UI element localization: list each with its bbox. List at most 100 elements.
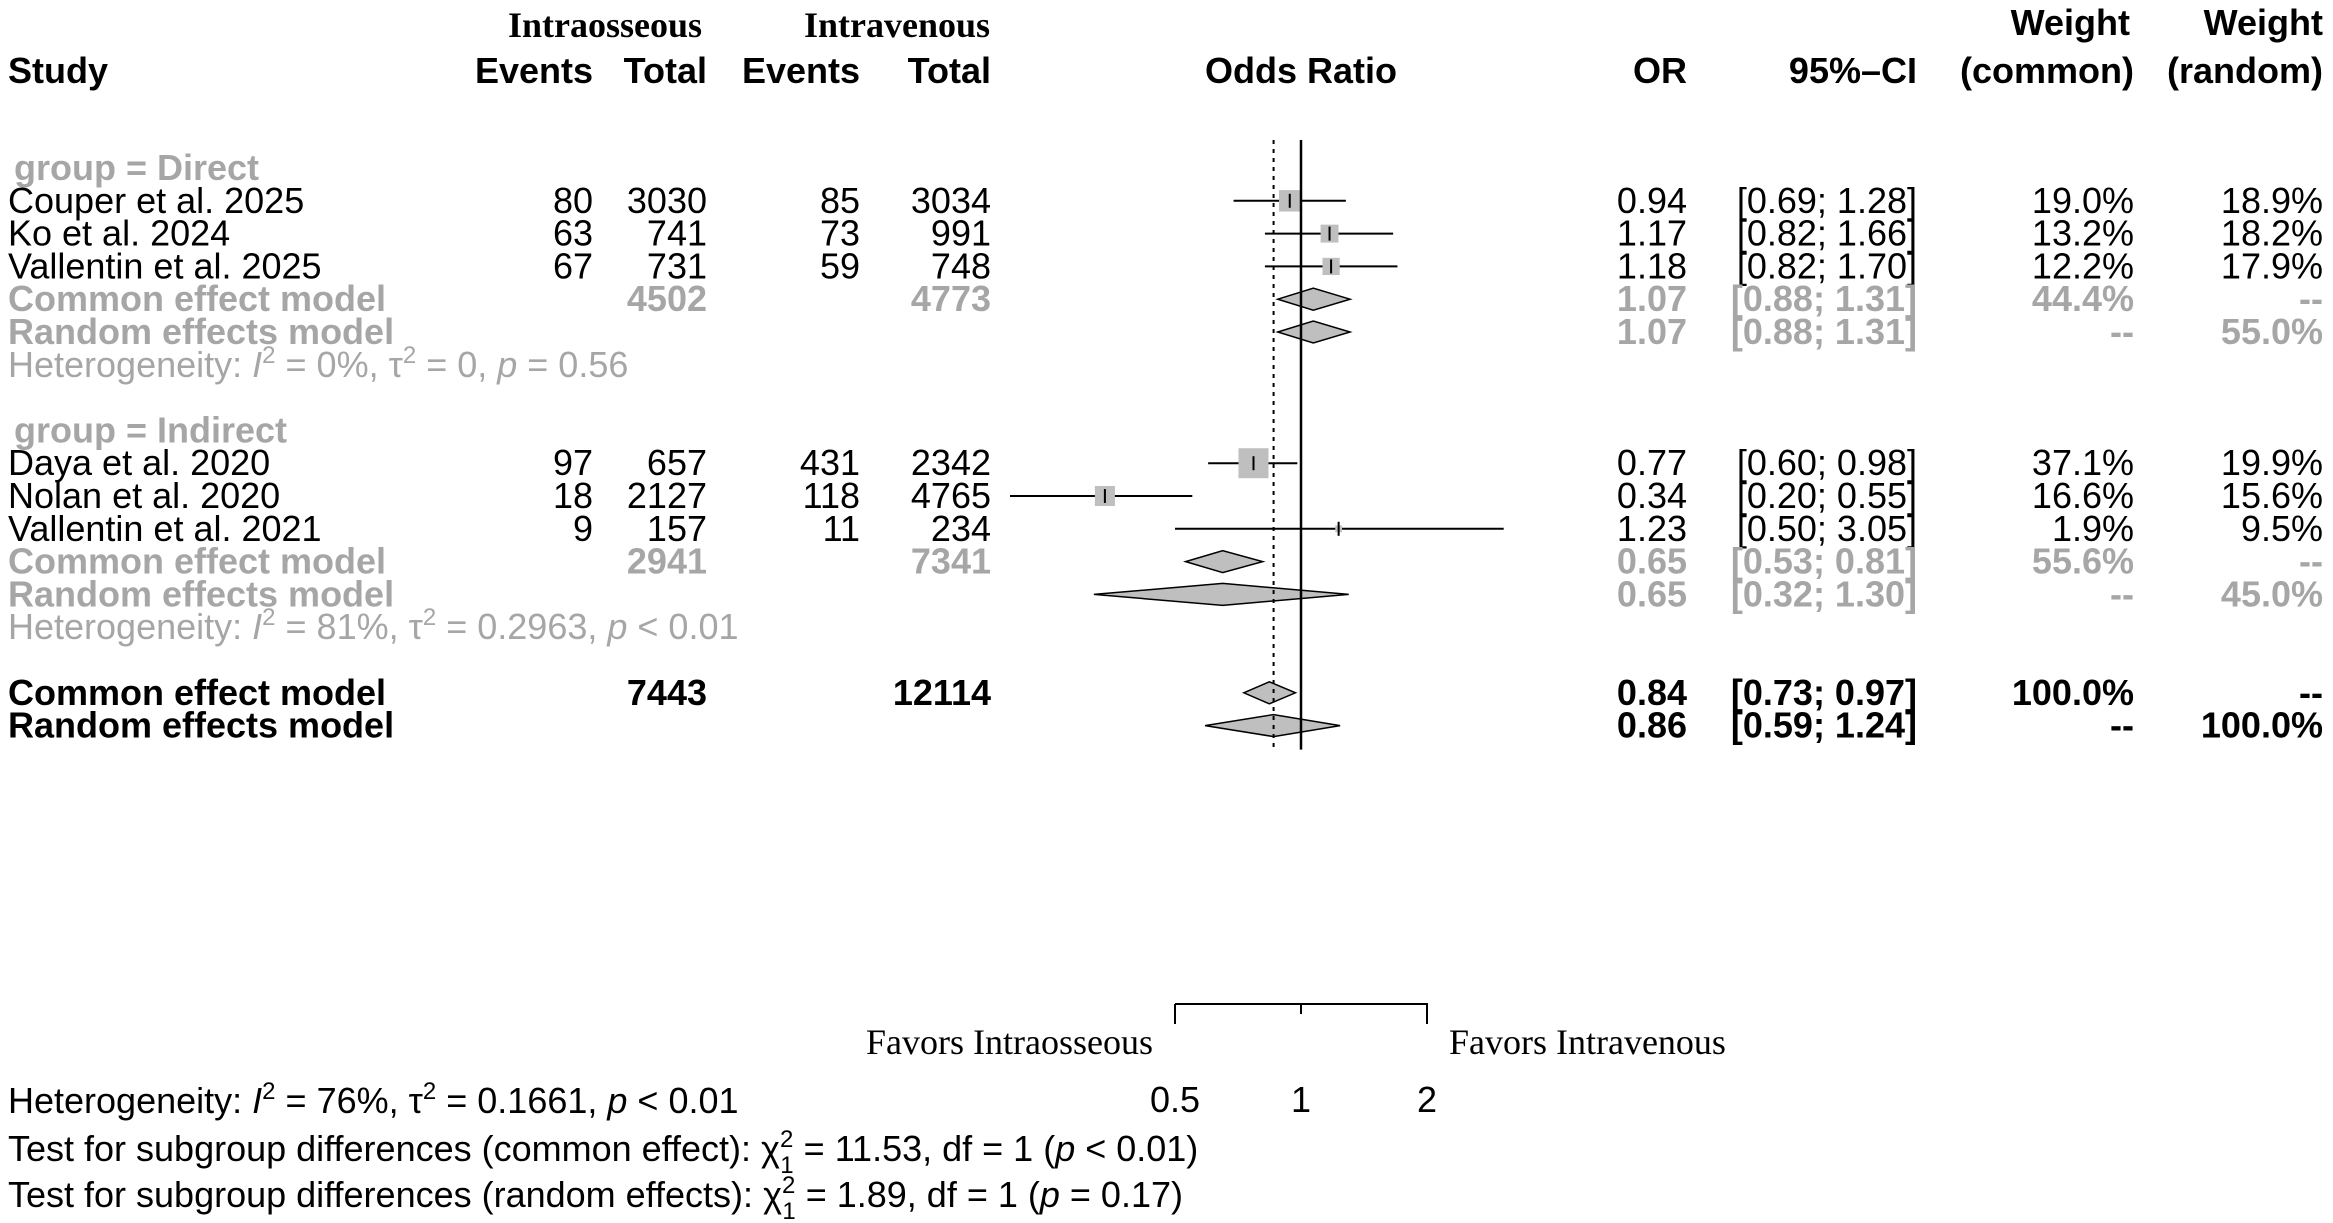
header-95-ci: 95%–CI xyxy=(1789,50,1917,91)
group-1-study-1-total-io: 3030 xyxy=(627,180,707,221)
header-odds-ratio: Odds Ratio xyxy=(1205,50,1397,91)
group-2-random-label: Random effects model xyxy=(8,573,394,614)
overall-common-diamond xyxy=(1241,680,1298,705)
favors-right-label: Favors Intravenous xyxy=(1449,1022,1726,1062)
overall-heterogeneity-tau2: = 0.1661, xyxy=(446,1080,607,1121)
group-1-heterogeneity: Heterogeneity: I2 = 0%, τ2 = 0, p = 0.56 xyxy=(8,342,628,385)
test-common-p: < 0.01) xyxy=(1085,1128,1198,1169)
overall-random-weight-common: -- xyxy=(2110,705,2134,746)
group-2-study-2-name: Nolan et al. 2020 xyxy=(8,475,280,516)
footer: Heterogeneity: I2 = 76%, τ2 = 0.1661, p … xyxy=(8,1078,1198,1223)
group-1-study-3-ci: [0.82; 1.70] xyxy=(1737,245,1917,286)
header-group2-title: Intravenous xyxy=(804,5,990,45)
group-2-common-or: 0.65 xyxy=(1617,541,1687,582)
group-1-study-1-total-iv: 3034 xyxy=(911,180,991,221)
group-1-study-3-events-iv: 59 xyxy=(820,245,860,286)
group-2-common-weight-common: 55.6% xyxy=(2032,541,2134,582)
x-tick-label-2: 1 xyxy=(1291,1079,1311,1120)
group-2-study-2-or: 0.34 xyxy=(1617,475,1687,516)
group-1-study-1-weight-common: 19.0% xyxy=(2032,180,2134,221)
group-2-study-3-weight-random: 9.5% xyxy=(2241,508,2323,549)
group-1-study-3-or: 1.18 xyxy=(1617,245,1687,286)
group-2-study-1-ci: [0.60; 0.98] xyxy=(1737,442,1917,483)
group-1-random-or: 1.07 xyxy=(1617,311,1687,352)
header-events-2: Events xyxy=(742,50,860,91)
group-2-common-total-io: 2941 xyxy=(627,541,707,582)
group-2-study-3-events-iv: 11 xyxy=(823,508,860,549)
group-2-study-3-events-io: 9 xyxy=(573,508,593,549)
group-2-random-weight-common: -- xyxy=(2110,573,2134,614)
group-2-study-2-weight-common: 16.6% xyxy=(2032,475,2134,516)
group-2-label: group = Indirect xyxy=(14,409,287,450)
group-1-study-3-total-io: 731 xyxy=(647,245,707,286)
test-subgroup-random: Test for subgroup differences (random ef… xyxy=(8,1172,1183,1223)
test-common-stat: = 11.53, df = 1 ( xyxy=(804,1128,1056,1169)
group-2-study-3-total-io: 157 xyxy=(647,508,707,549)
group-1-common-total-io: 4502 xyxy=(627,278,707,319)
test-random-prefix: Test for subgroup differences (random ef… xyxy=(8,1174,763,1215)
group-2-study-1-or: 0.77 xyxy=(1617,442,1687,483)
group-2-study-2-total-iv: 4765 xyxy=(911,475,991,516)
overall-heterogeneity-prefix: Heterogeneity: xyxy=(8,1080,252,1121)
favors-left-label: Favors Intraosseous xyxy=(866,1022,1153,1062)
group-1-random-weight-random: 55.0% xyxy=(2221,311,2323,352)
group-2-study-1-weight-common: 37.1% xyxy=(2032,442,2134,483)
overall-common-or: 0.84 xyxy=(1617,672,1687,713)
group-2-study-2-events-iv: 118 xyxy=(803,475,860,516)
group-2-common-label: Common effect model xyxy=(8,541,386,582)
header-or: OR xyxy=(1633,50,1687,91)
group-2-study-1-total-iv: 2342 xyxy=(911,442,991,483)
group-2-study-1-total-io: 657 xyxy=(647,442,707,483)
group-1-common-total-iv: 4773 xyxy=(911,278,991,319)
group-2-study-1-events-io: 97 xyxy=(553,442,593,483)
group-1-study-1-or: 0.94 xyxy=(1617,180,1687,221)
group-2-common-weight-random: -- xyxy=(2299,541,2323,582)
group-2-random-ci: [0.32; 1.30] xyxy=(1731,573,1917,614)
x-tick-label-1: 0.5 xyxy=(1150,1079,1200,1120)
overall-common-ci: [0.73; 0.97] xyxy=(1731,672,1917,713)
header-events-1: Events xyxy=(475,50,593,91)
group-1-study-1-events-iv: 85 xyxy=(820,180,860,221)
group-2-study-3-or: 1.23 xyxy=(1617,508,1687,549)
group-2-study-3-total-iv: 234 xyxy=(931,508,991,549)
group-2-study-2-weight-random: 15.6% xyxy=(2221,475,2323,516)
group-1-common-label: Common effect model xyxy=(8,278,386,319)
group-1-study-3-name: Vallentin et al. 2025 xyxy=(8,245,322,286)
x-tick-label-3: 2 xyxy=(1417,1079,1437,1120)
group-1-label: group = Direct xyxy=(14,147,259,188)
overall-heterogeneity-p: < 0.01 xyxy=(637,1080,738,1121)
group-2-study-1-events-iv: 431 xyxy=(800,442,860,483)
overall-common-total-iv: 12114 xyxy=(893,672,991,713)
header-weight-common: (common) xyxy=(1960,50,2134,91)
group-1-random-label: Random effects model xyxy=(8,311,394,352)
test-random-stat: = 1.89, df = 1 ( xyxy=(806,1174,1040,1215)
overall-common-label: Common effect model xyxy=(8,672,386,713)
group-1-study-3-events-io: 67 xyxy=(553,245,593,286)
group-1-study-2-total-io: 741 xyxy=(647,213,707,254)
group-2-study-3-weight-common: 1.9% xyxy=(2052,508,2134,549)
group-2-study-2-total-io: 2127 xyxy=(627,475,707,516)
group-2-random-diamond xyxy=(1093,582,1349,607)
group-1-study-1-name: Couper et al. 2025 xyxy=(8,180,304,221)
group-1-study-3-weight-common: 12.2% xyxy=(2032,245,2134,286)
header-group1-title: Intraosseous xyxy=(508,5,702,45)
header-weight-random: (random) xyxy=(2167,50,2323,91)
header-weight-common-top: Weight xyxy=(2011,2,2130,43)
group-1-study-2-events-io: 63 xyxy=(553,213,593,254)
group-1-study-1-weight-random: 18.9% xyxy=(2221,180,2323,221)
test-common-prefix: Test for subgroup differences (common ef… xyxy=(8,1128,761,1169)
group-1-study-3-total-iv: 748 xyxy=(931,245,991,286)
test-random-p: = 0.17) xyxy=(1070,1174,1183,1215)
group-2-study-3-name: Vallentin et al. 2021 xyxy=(8,508,322,549)
group-1-random-weight-common: -- xyxy=(2110,311,2134,352)
group-1-study-2-weight-common: 13.2% xyxy=(2032,213,2134,254)
overall-common-total-io: 7443 xyxy=(627,672,707,713)
group-1-random-ci: [0.88; 1.31] xyxy=(1731,311,1917,352)
group-1-study-2-weight-random: 18.2% xyxy=(2221,213,2323,254)
group-2-study-1-name: Daya et al. 2020 xyxy=(8,442,270,483)
group-2-study-1-weight-random: 19.9% xyxy=(2221,442,2323,483)
group-2-common-total-iv: 7341 xyxy=(911,541,991,582)
group-1-study-3-weight-random: 17.9% xyxy=(2221,245,2323,286)
